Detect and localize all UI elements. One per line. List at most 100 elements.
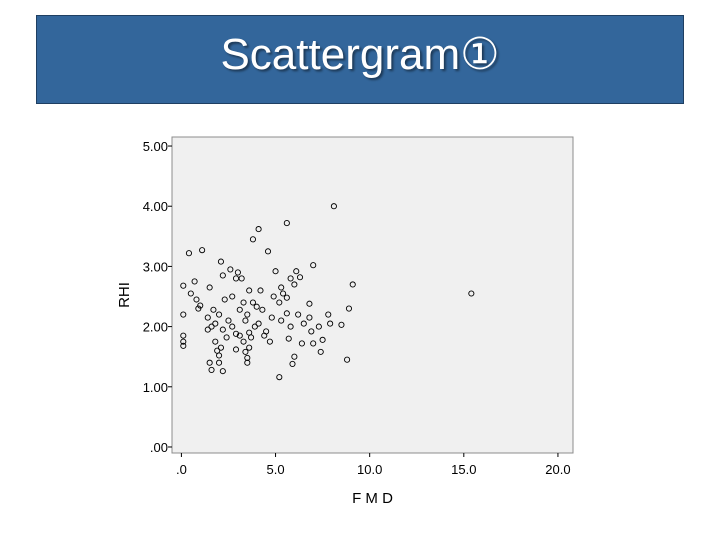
data-point [206, 359, 213, 366]
data-point [180, 311, 187, 318]
plot-area [171, 136, 574, 454]
data-point [289, 360, 296, 367]
x-tick-label: 20.0 [545, 462, 570, 477]
data-point [283, 220, 290, 227]
data-point [278, 317, 285, 324]
x-tick-label: 15.0 [451, 462, 476, 477]
data-point [344, 356, 351, 363]
y-axis-label: RHI [116, 282, 133, 308]
data-point [287, 323, 294, 330]
data-point [204, 314, 211, 321]
data-point [280, 290, 287, 297]
data-point [295, 311, 302, 318]
y-tick-label: 3.00 [143, 259, 168, 274]
data-point [264, 248, 272, 255]
data-point [251, 323, 258, 330]
data-point [266, 338, 273, 345]
data-point [325, 311, 332, 318]
slide-title: Scattergram① [220, 30, 500, 79]
data-point [319, 336, 326, 343]
data-point [255, 320, 262, 327]
data-point [240, 338, 247, 345]
data-point [276, 374, 283, 381]
data-point [219, 368, 226, 375]
data-point [283, 294, 290, 301]
data-point [291, 281, 298, 288]
data-point [219, 326, 226, 333]
data-point [249, 236, 257, 243]
data-point [217, 258, 224, 265]
data-point [315, 323, 322, 330]
data-point [234, 269, 241, 276]
data-point [206, 284, 213, 291]
data-point [185, 250, 192, 257]
data-point [212, 338, 219, 345]
data-point [212, 320, 219, 327]
data-point [468, 290, 475, 297]
data-point [180, 338, 187, 345]
data-point [248, 334, 255, 341]
data-point [308, 328, 315, 335]
data-point [180, 342, 187, 349]
data-point [249, 299, 257, 306]
data-point [180, 332, 187, 339]
data-point [195, 305, 202, 312]
data-point [253, 303, 260, 310]
data-point [287, 275, 294, 282]
data-point [257, 287, 264, 294]
data-point [232, 346, 240, 353]
data-point [240, 299, 247, 306]
data-point [244, 359, 251, 366]
data-point [236, 306, 243, 313]
data-point [197, 302, 204, 309]
data-point [238, 275, 245, 282]
y-tick-label: 2.00 [143, 320, 168, 335]
data-point [268, 314, 275, 321]
data-point [310, 340, 317, 347]
data-point [246, 344, 253, 351]
data-point [306, 314, 313, 321]
title-banner: Scattergram① [36, 15, 684, 104]
data-point [204, 326, 211, 333]
data-point [208, 323, 215, 330]
x-tick-label: 5.0 [267, 462, 285, 477]
data-point [229, 323, 236, 330]
data-point [272, 268, 279, 275]
data-point [310, 262, 317, 269]
data-point [345, 305, 353, 312]
data-point [246, 287, 253, 294]
y-tick-label: 1.00 [143, 380, 168, 395]
data-point [210, 306, 217, 313]
data-point [180, 282, 187, 289]
data-point [229, 293, 236, 300]
data-point [216, 311, 223, 318]
data-point [227, 266, 234, 273]
data-point [261, 332, 268, 339]
data-point [276, 299, 283, 306]
data-point [330, 203, 337, 210]
data-point [219, 272, 226, 279]
data-point [278, 284, 285, 291]
data-point [338, 321, 345, 328]
data-point [298, 340, 305, 347]
data-point [216, 359, 223, 366]
y-tick-label: .00 [150, 440, 168, 455]
data-point [255, 226, 262, 233]
data-point [242, 348, 249, 355]
data-point [216, 352, 223, 359]
x-tick-label: 10.0 [357, 462, 382, 477]
data-point [221, 296, 228, 303]
data-point [193, 296, 200, 303]
y-tick-label: 4.00 [143, 199, 168, 214]
data-point [306, 300, 313, 307]
data-point [223, 334, 230, 341]
data-point [199, 247, 206, 254]
data-point [236, 332, 243, 339]
data-point [283, 310, 290, 317]
data-point [327, 320, 334, 327]
data-point [291, 353, 298, 360]
data-point [296, 274, 304, 281]
data-point [285, 335, 292, 342]
data-point [293, 268, 300, 275]
data-point [317, 348, 324, 355]
